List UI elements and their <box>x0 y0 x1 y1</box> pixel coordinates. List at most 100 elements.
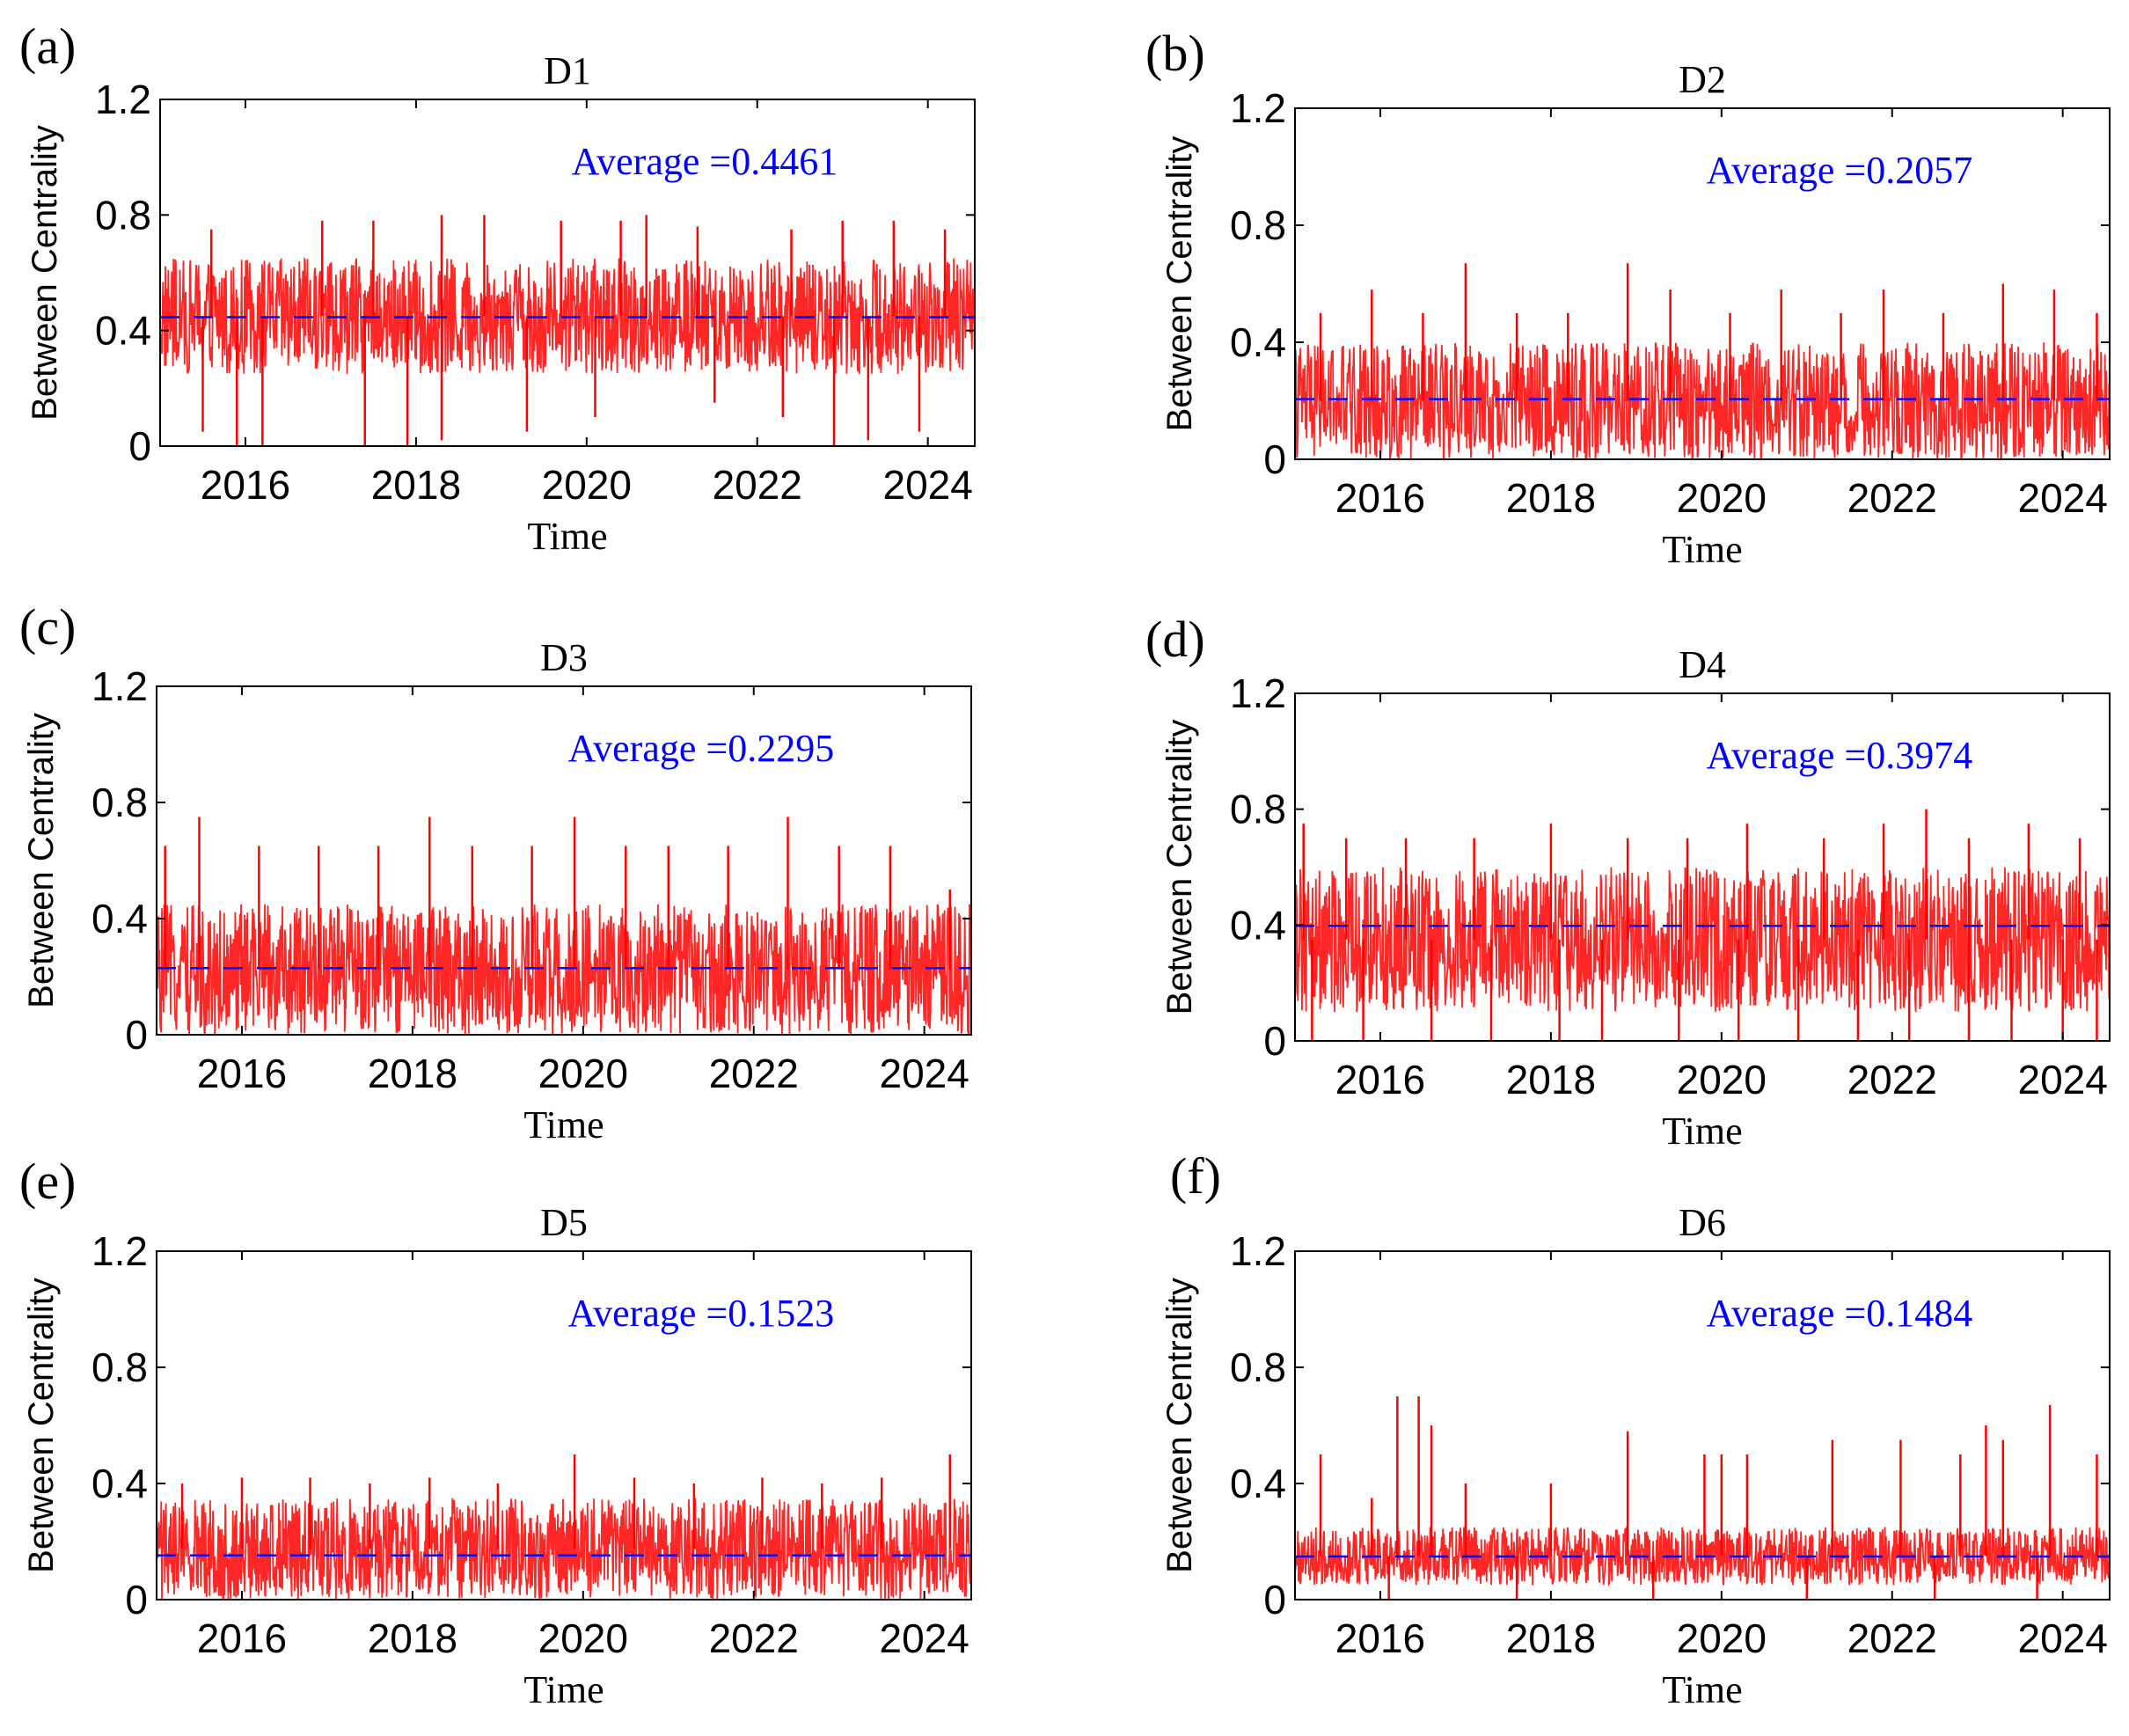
panel-d2-ytick-label-3: 1.2 <box>1230 85 1286 131</box>
panel-d1-xlabel: Time <box>527 515 607 558</box>
panel-d1-xtick-label-4: 2024 <box>882 462 972 508</box>
panel-d4-title: D4 <box>1679 643 1726 686</box>
panel-d1-letter: (a) <box>19 18 76 75</box>
panel-d4-xtick-label-3: 2022 <box>1847 1057 1937 1102</box>
panel-d2: (b) D2 0 0.4 0.8 1.2 2016 2018 2020 2022 2024 Time B… <box>1145 25 2111 571</box>
panel-d4-spikes <box>1302 809 2098 1041</box>
panel-d3-xtick-label-1: 2018 <box>368 1051 457 1096</box>
panel-d5-spikes <box>180 1454 952 1549</box>
panel-d3-axes-box <box>156 685 972 1036</box>
panel-d3: (c) D3 0 0.4 0.8 1.2 2016 2018 2020 2022 2024 Time B… <box>19 598 972 1146</box>
panel-d5: (e) D5 0 0.4 0.8 1.2 2016 2018 2020 2022 2024 Time B… <box>19 1153 972 1711</box>
panel-d3-ytick-label-0: 0 <box>125 1012 148 1058</box>
panel-d6: (f) D6 0 0.4 0.8 1.2 2016 2018 2020 2022 2024 Time B… <box>1160 1147 2111 1711</box>
panel-d2-average-label: Average =0.2057 <box>1707 149 1973 192</box>
panel-d5-xtick-label-3: 2022 <box>709 1615 799 1661</box>
panel-d1-spikes <box>201 215 947 446</box>
panel-d5-xtick-label-0: 2016 <box>197 1615 287 1661</box>
panel-d3-ytick-label-1: 0.4 <box>91 896 148 941</box>
panel-d3-xtick-label-2: 2020 <box>538 1051 628 1096</box>
panel-d4-ytick-label-1: 0.4 <box>1230 902 1286 948</box>
panel-d4-xtick-label-2: 2020 <box>1677 1057 1767 1102</box>
panel-d4-xtick-label-0: 2016 <box>1335 1057 1425 1102</box>
panel-d6-xtick-label-4: 2024 <box>2017 1615 2107 1661</box>
panel-d3-xtick-label-4: 2024 <box>879 1051 969 1096</box>
panel-d5-ytick-label-2: 0.8 <box>91 1344 148 1390</box>
panel-d5-xtick-label-1: 2018 <box>368 1615 457 1661</box>
panel-d3-series-line <box>157 904 971 1035</box>
panel-d3-ytick-label-3: 1.2 <box>91 663 148 709</box>
panel-d5-axes-box <box>156 1250 972 1600</box>
panel-d2-title: D2 <box>1679 58 1726 101</box>
panel-d6-ytick-label-1: 0.4 <box>1230 1461 1286 1506</box>
panel-d5-ylabel: Between Centrality <box>22 1278 61 1573</box>
panel-d3-spikes <box>164 817 952 970</box>
panel-d1-ytick-label-1: 0.4 <box>95 308 151 354</box>
panel-d5-xtick-label-2: 2020 <box>538 1615 628 1661</box>
panel-d6-spikes <box>1319 1396 2098 1600</box>
panel-d3-letter: (c) <box>19 598 76 656</box>
panel-d6-average-label: Average =0.1484 <box>1707 1292 1973 1335</box>
panel-d1-ytick-label-3: 1.2 <box>95 77 151 122</box>
panel-d1: (a) D1 0 0.4 0.8 1.2 2016 2018 2020 2022 2024 Time B… <box>19 18 976 558</box>
panel-d2-xtick-label-1: 2018 <box>1506 475 1596 521</box>
panel-d4-ytick-label-3: 1.2 <box>1230 670 1286 716</box>
panel-d3-xtick-label-0: 2016 <box>197 1051 287 1096</box>
panel-d1-xtick-label-1: 2018 <box>371 462 461 508</box>
panel-d4-xtick-label-1: 2018 <box>1506 1057 1596 1102</box>
panel-d1-series-line <box>160 256 975 374</box>
panel-d2-xtick-label-4: 2024 <box>2017 475 2107 521</box>
panel-d6-axes-box <box>1294 1250 2111 1600</box>
panel-d3-ytick-label-2: 0.8 <box>91 780 148 825</box>
panel-d6-letter: (f) <box>1170 1147 1221 1205</box>
panel-d2-xtick-label-0: 2016 <box>1335 475 1425 521</box>
panel-d1-xtick-label-0: 2016 <box>201 462 290 508</box>
panel-d5-xlabel: Time <box>523 1668 604 1711</box>
panel-d1-ylabel: Between Centrality <box>26 125 64 421</box>
panel-d6-ytick-label-3: 1.2 <box>1230 1228 1286 1274</box>
panel-d2-xlabel: Time <box>1662 528 1742 571</box>
panel-d3-xtick-label-3: 2022 <box>709 1051 799 1096</box>
panel-d2-ytick-label-2: 0.8 <box>1230 202 1286 248</box>
panel-d6-ytick-label-2: 0.8 <box>1230 1344 1286 1390</box>
panel-d6-title: D6 <box>1679 1201 1726 1244</box>
panel-d3-ylabel: Between Centrality <box>22 713 61 1008</box>
panel-d5-ytick-label-0: 0 <box>125 1577 148 1622</box>
panel-d5-series-line <box>157 1497 971 1600</box>
panel-d6-ytick-label-0: 0 <box>1263 1577 1286 1622</box>
panel-d2-ylabel: Between Centrality <box>1160 136 1199 432</box>
panel-d4-series-line <box>1295 867 2110 1013</box>
panel-d5-ytick-label-1: 0.4 <box>91 1461 148 1506</box>
panel-d1-title: D1 <box>544 49 591 92</box>
panel-d1-ytick-label-2: 0.8 <box>95 192 151 238</box>
panel-d6-xlabel: Time <box>1662 1668 1742 1711</box>
panel-d4-ytick-label-0: 0 <box>1263 1018 1286 1064</box>
panel-d2-xtick-label-2: 2020 <box>1677 475 1767 521</box>
panel-d6-xtick-label-3: 2022 <box>1847 1615 1937 1661</box>
panel-d6-ylabel: Between Centrality <box>1160 1278 1199 1573</box>
panel-d4-ylabel: Between Centrality <box>1160 720 1199 1015</box>
panel-d2-series-line <box>1295 342 2110 459</box>
panel-d6-xtick-label-2: 2020 <box>1677 1615 1767 1661</box>
panel-d1-xtick-label-3: 2022 <box>713 462 802 508</box>
panel-d5-ytick-label-3: 1.2 <box>91 1228 148 1274</box>
panel-d6-series-line <box>1295 1527 2110 1587</box>
panel-d5-title: D5 <box>540 1201 588 1244</box>
panel-d1-axes-box <box>159 99 976 447</box>
panel-d2-axes-box <box>1294 107 2111 460</box>
panel-d5-average-label: Average =0.1523 <box>568 1292 835 1335</box>
panel-d4-xlabel: Time <box>1662 1110 1742 1153</box>
panel-d6-xtick-label-1: 2018 <box>1506 1615 1596 1661</box>
panel-d4-axes-box <box>1294 692 2111 1042</box>
panel-d3-average-label: Average =0.2295 <box>568 727 835 770</box>
panel-d5-xtick-label-4: 2024 <box>879 1615 969 1661</box>
panel-d4: (d) D4 0 0.4 0.8 1.2 2016 2018 2020 2022 2024 Time B… <box>1145 611 2111 1153</box>
panel-d4-average-label: Average =0.3974 <box>1707 734 1973 777</box>
panel-d2-ytick-label-1: 0.4 <box>1230 319 1286 365</box>
panel-d2-ytick-label-0: 0 <box>1263 436 1286 482</box>
panel-d4-letter: (d) <box>1145 611 1205 668</box>
panel-d5-letter: (e) <box>19 1153 76 1210</box>
panel-d6-xtick-label-0: 2016 <box>1335 1615 1425 1661</box>
panel-d2-xtick-label-3: 2022 <box>1847 475 1937 521</box>
